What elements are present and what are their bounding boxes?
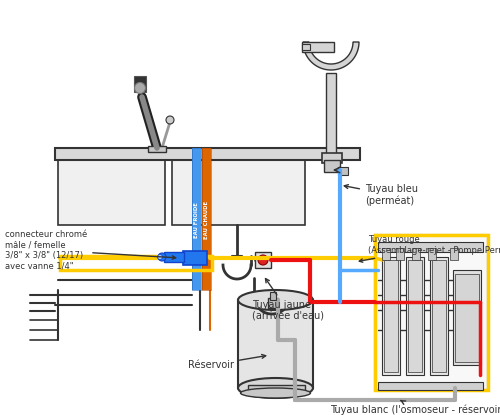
Bar <box>382 248 390 260</box>
Bar <box>378 382 483 390</box>
Bar <box>375 235 488 390</box>
Text: EAU FROIDE: EAU FROIDE <box>194 202 199 238</box>
Bar <box>302 42 334 52</box>
Bar <box>238 300 313 388</box>
Bar <box>408 260 422 372</box>
Bar <box>192 148 201 290</box>
Bar <box>382 257 400 375</box>
Bar <box>55 148 360 160</box>
Text: Tuyau blanc (l'osmoseur - réservoir): Tuyau blanc (l'osmoseur - réservoir) <box>330 400 500 415</box>
Bar <box>60 256 212 270</box>
Bar <box>302 44 310 50</box>
Text: Tuyau bleu
(perméat): Tuyau bleu (perméat) <box>344 184 418 206</box>
Bar <box>248 385 305 393</box>
Bar <box>183 251 207 265</box>
Bar <box>134 76 146 92</box>
Text: connecteur chromé
mâle / femelle
3/8" x 3/8" (12/17)
avec vanne 1/4": connecteur chromé mâle / femelle 3/8" x … <box>5 230 175 270</box>
Text: Réservoir: Réservoir <box>188 354 266 370</box>
Ellipse shape <box>238 290 313 310</box>
Bar <box>202 148 211 290</box>
Bar <box>384 260 398 372</box>
Bar <box>375 235 488 390</box>
Bar <box>450 248 458 260</box>
Bar <box>428 248 436 260</box>
Bar <box>192 148 201 290</box>
Bar <box>455 274 479 362</box>
Bar <box>396 248 404 260</box>
Bar <box>338 167 348 175</box>
Bar <box>324 160 340 172</box>
Bar <box>270 292 276 300</box>
Bar <box>268 298 278 308</box>
Bar <box>326 73 336 158</box>
Text: Tuyau rouge
(Assemblage-rejet - Pompe Perméat): Tuyau rouge (Assemblage-rejet - Pompe Pe… <box>360 235 500 262</box>
Bar <box>202 148 211 290</box>
Bar <box>164 252 184 262</box>
Bar <box>172 160 305 225</box>
Text: Tuyau jaune
(arrivée d'eau): Tuyau jaune (arrivée d'eau) <box>252 278 324 322</box>
Bar <box>430 257 448 375</box>
Bar <box>148 146 166 152</box>
Circle shape <box>134 83 145 93</box>
Bar <box>432 260 446 372</box>
Ellipse shape <box>240 388 310 398</box>
Bar <box>378 242 483 252</box>
Ellipse shape <box>238 378 313 398</box>
Bar <box>255 252 271 268</box>
Circle shape <box>258 255 268 265</box>
Bar <box>322 153 342 163</box>
Circle shape <box>158 253 166 261</box>
Polygon shape <box>303 42 359 70</box>
Bar <box>412 248 420 260</box>
Text: EAU CHAUDE: EAU CHAUDE <box>204 201 209 239</box>
Circle shape <box>166 116 174 124</box>
Bar <box>406 257 424 375</box>
Bar <box>453 270 481 365</box>
Bar <box>58 160 165 225</box>
Circle shape <box>158 254 162 259</box>
